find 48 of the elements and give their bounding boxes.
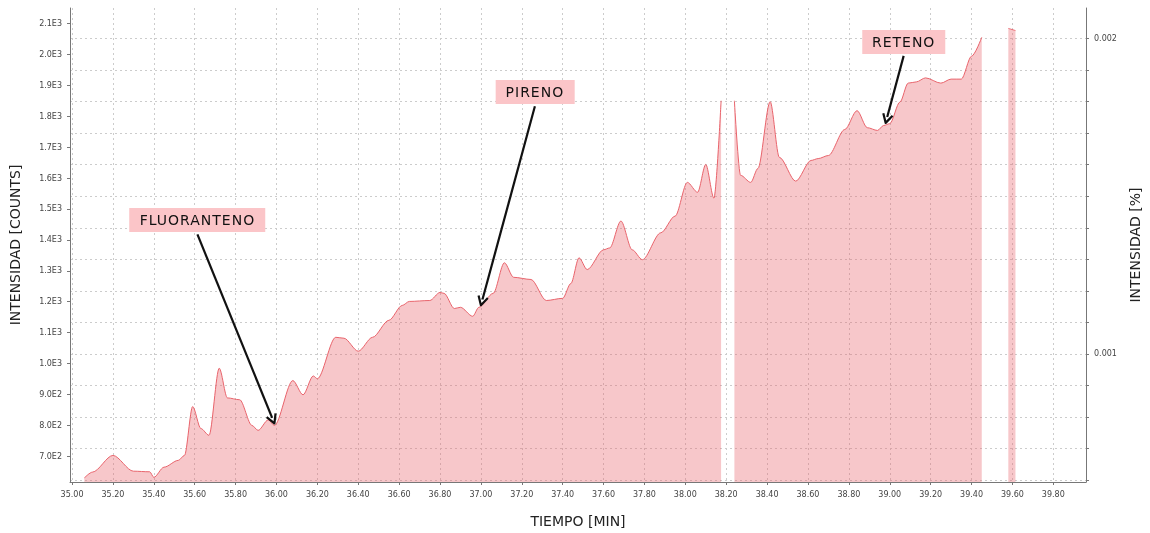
y2-axis-title: INTENSIDAD [%] bbox=[1127, 187, 1143, 303]
x-axis-title: TIEMPO [MIN] bbox=[529, 513, 626, 529]
y-tick-label: 1.2E3 bbox=[39, 297, 62, 307]
x-tick-label: 35.60 bbox=[183, 489, 207, 499]
x-tick-label: 37.20 bbox=[510, 489, 534, 499]
x-tick-label: 36.40 bbox=[346, 489, 370, 499]
x-tick-label: 39.00 bbox=[878, 489, 902, 499]
x-tick-label: 35.40 bbox=[142, 489, 166, 499]
y-tick-label: 1.5E3 bbox=[39, 204, 62, 214]
y-tick-label: 1.1E3 bbox=[39, 328, 62, 338]
annotation: FLUORANTENO bbox=[129, 208, 266, 233]
x-tick-label: 35.20 bbox=[101, 489, 125, 499]
x-tick-label: 38.40 bbox=[755, 489, 779, 499]
x-tick-label: 36.00 bbox=[265, 489, 288, 499]
x-tick-label: 39.40 bbox=[960, 489, 983, 499]
y-tick-label: 1.6E3 bbox=[39, 173, 62, 183]
x-tick-label: 37.40 bbox=[551, 489, 575, 499]
y-tick-label: 8.0E2 bbox=[39, 420, 62, 430]
y-tick-label: 1.8E3 bbox=[39, 111, 62, 121]
x-tick-label: 37.80 bbox=[632, 489, 656, 499]
y2-tick-label: 0.002 bbox=[1094, 34, 1117, 44]
x-tick-label: 38.00 bbox=[673, 489, 697, 499]
x-tick-label: 37.00 bbox=[469, 489, 493, 499]
y-tick-label: 2.0E3 bbox=[39, 49, 62, 59]
x-tick-label: 38.80 bbox=[837, 489, 861, 499]
y-axis-title: INTENSIDAD [COUNTS] bbox=[7, 164, 23, 326]
y-tick-label: 1.3E3 bbox=[39, 266, 62, 276]
x-tick-label: 37.60 bbox=[592, 489, 616, 499]
x-tick-label: 36.60 bbox=[387, 489, 411, 499]
annotation: PIRENO bbox=[495, 80, 575, 105]
x-tick-label: 35.00 bbox=[60, 489, 84, 499]
y-tick-label: 1.4E3 bbox=[39, 235, 62, 245]
x-tick-label: 36.80 bbox=[428, 489, 452, 499]
x-tick-label: 38.60 bbox=[796, 489, 820, 499]
y-tick-label: 9.0E2 bbox=[39, 390, 62, 399]
y-tick-label: 2.1E3 bbox=[39, 18, 62, 28]
x-tick-label: 36.20 bbox=[305, 489, 329, 499]
y-tick-label: 1.9E3 bbox=[39, 80, 62, 90]
annotation: RETENO bbox=[861, 29, 946, 54]
x-tick-label: 39.20 bbox=[919, 489, 943, 499]
y-tick-label: 1.0E3 bbox=[39, 359, 62, 369]
x-tick-label: 38.20 bbox=[714, 489, 738, 499]
y-tick-label: 7.0E2 bbox=[39, 451, 62, 461]
x-tick-label: 39.60 bbox=[1000, 489, 1024, 499]
y2-tick-label: 0.001 bbox=[1094, 349, 1117, 359]
x-tick-label: 39.80 bbox=[1041, 489, 1065, 499]
x-tick-label: 35.80 bbox=[224, 489, 248, 499]
y-tick-label: 1.7E3 bbox=[39, 142, 62, 152]
